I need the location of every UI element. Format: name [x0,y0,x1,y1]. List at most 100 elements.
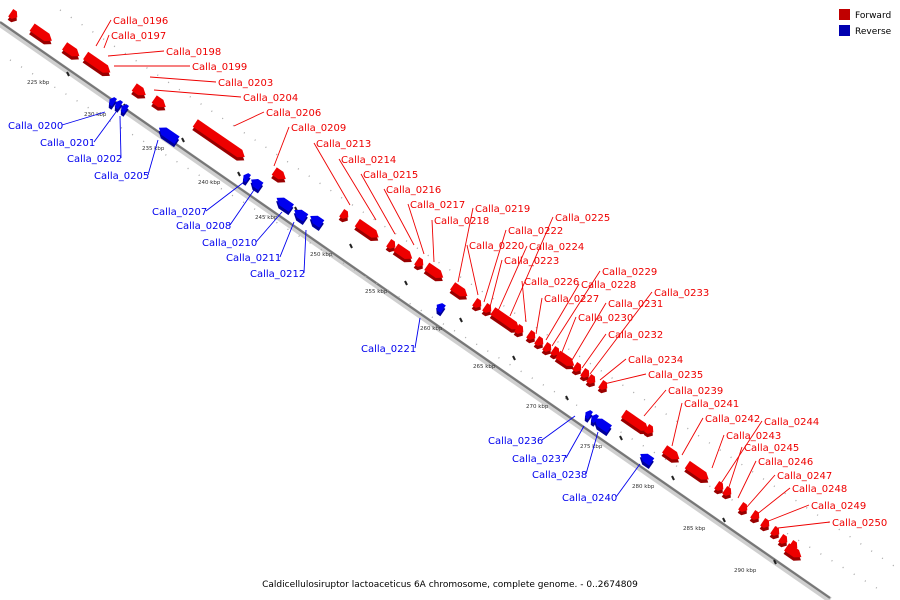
leader-line-calla-0202 [119,115,122,159]
gene-arrow-face [158,127,180,144]
tick-mark [619,435,623,441]
gene-arrow-calla-0204 [151,95,166,111]
legend: Forward Reverse [839,9,892,37]
leader-line-calla-0248 [755,487,791,516]
gene-arrow-face [585,410,594,420]
leader-line-calla-0214 [338,158,377,221]
gene-label-calla-0215: Calla_0215 [363,170,418,181]
gene-arrow-calla-0236 [584,410,594,423]
gene-label-calla-0225: Calla_0225 [555,213,610,224]
gene-arrow-face [62,42,80,57]
legend-reverse-label: Reverse [855,27,892,37]
gene-arrow-calla-0213 [338,209,349,223]
gene-label-calla-0198: Calla_0198 [166,47,221,58]
gene-arrow-calla-0211 [293,209,309,225]
gene-arrow-face [644,424,654,434]
leader-line-calla-0217 [407,203,425,255]
gene-arrow-face [271,167,286,180]
leader-line-calla-0198 [107,50,165,57]
leader-line-calla-0218 [431,219,435,263]
gene-arrow-face [276,197,294,212]
tick-label-250-kbp: 250 kbp [310,252,333,258]
gene-arrow-face [778,534,788,544]
leader-line-calla-0221 [414,317,421,349]
gene-label-calla-0196: Calla_0196 [113,16,168,27]
gene-arrow-calla-0206 [192,119,245,161]
gene-label-calla-0210: Calla_0210 [202,238,257,249]
gene-arrow-calla-0212 [309,215,325,231]
tick-mark [404,280,408,286]
gene-label-calla-0218: Calla_0218 [434,216,489,227]
tick-label-240-kbp: 240 kbp [198,180,221,186]
gene-arrow-calla-0218 [423,262,444,282]
gene-arrow-calla-0203 [131,83,146,99]
tick-mark [181,137,185,143]
gene-arrow-face [450,282,468,297]
gene-features [7,9,802,561]
gene-label-calla-0248: Calla_0248 [792,484,847,495]
leader-line-calla-0234 [599,358,627,381]
gene-arrow-calla-0246 [759,518,770,532]
gene-arrow-face [393,243,413,259]
gene-arrow-face [526,330,536,340]
gene-label-calla-0204: Calla_0204 [243,93,298,104]
gene-label-calla-0221: Calla_0221 [361,344,416,355]
tick-label-260-kbp: 260 kbp [420,326,443,332]
gene-label-calla-0247: Calla_0247 [777,471,832,482]
gene-label-calla-0213: Calla_0213 [316,139,371,150]
gene-arrow-face [750,510,760,520]
gene-label-calla-0249: Calla_0249 [811,501,866,512]
gene-label-calla-0206: Calla_0206 [266,108,321,119]
gene-arrow-calla-0238 [594,418,612,437]
gene-label-calla-0246: Calla_0246 [758,457,813,468]
tick-mark [512,355,516,361]
leader-line-calla-0224 [497,245,528,312]
gene-label-calla-0233: Calla_0233 [654,288,709,299]
gene-arrow-face [760,518,770,528]
gene-arrow-calla-0223 [489,307,520,333]
gene-arrow-calla-0220 [471,298,482,312]
legend-forward-swatch [839,9,850,20]
gene-arrow-face [490,307,520,330]
gene-arrow-face [115,100,124,110]
gene-label-calla-0228: Calla_0228 [581,280,636,291]
gene-arrow-calla-0241 [684,460,709,483]
gene-arrow-calla-0219 [449,282,468,300]
leader-line-calla-0209 [273,126,290,167]
gene-arrow-calla-0202 [120,104,130,117]
tick-mark [565,395,569,401]
gene-arrow-calla-0243 [721,486,732,500]
leader-line-calla-0230 [561,316,577,353]
gene-label-calla-0211: Calla_0211 [226,253,281,264]
leader-line-calla-0210 [255,211,283,243]
gene-arrow-calla-0224 [513,324,524,338]
leader-line-calla-0196 [95,19,112,47]
gene-arrow-face [310,215,325,228]
leader-line-calla-0241 [671,402,683,447]
leader-line-calla-0237 [565,425,585,459]
leader-line-calla-0240 [615,463,641,498]
tick-mark [237,171,241,177]
leader-line-calla-0238 [585,431,599,475]
leader-line-calla-0197 [103,34,110,49]
gene-arrow-face [621,409,649,431]
gene-label-calla-0229: Calla_0229 [602,267,657,278]
tick-label-280-kbp: 280 kbp [632,484,655,490]
gene-label-calla-0217: Calla_0217 [410,200,465,211]
gene-arrow-calla-0239 [661,445,680,463]
leader-line-calla-0250 [777,521,831,529]
gene-arrow-calla-0217 [413,257,424,271]
gene-label-calla-0212: Calla_0212 [250,269,305,280]
tick-mark [722,517,726,523]
legend-forward-label: Forward [855,11,891,21]
gene-label-calla-0222: Calla_0222 [508,226,563,237]
gene-arrow-face [550,346,560,356]
gene-arrow-calla-0234 [620,409,649,435]
tick-label-245-kbp: 245 kbp [255,215,278,221]
map-caption: Caldicellulosiruptor lactoaceticus 6A ch… [262,580,638,590]
gene-arrow-face [598,380,608,390]
gene-arrow-face [542,342,552,352]
gene-arrow-face [151,95,166,108]
gene-label-calla-0231: Calla_0231 [608,299,663,310]
